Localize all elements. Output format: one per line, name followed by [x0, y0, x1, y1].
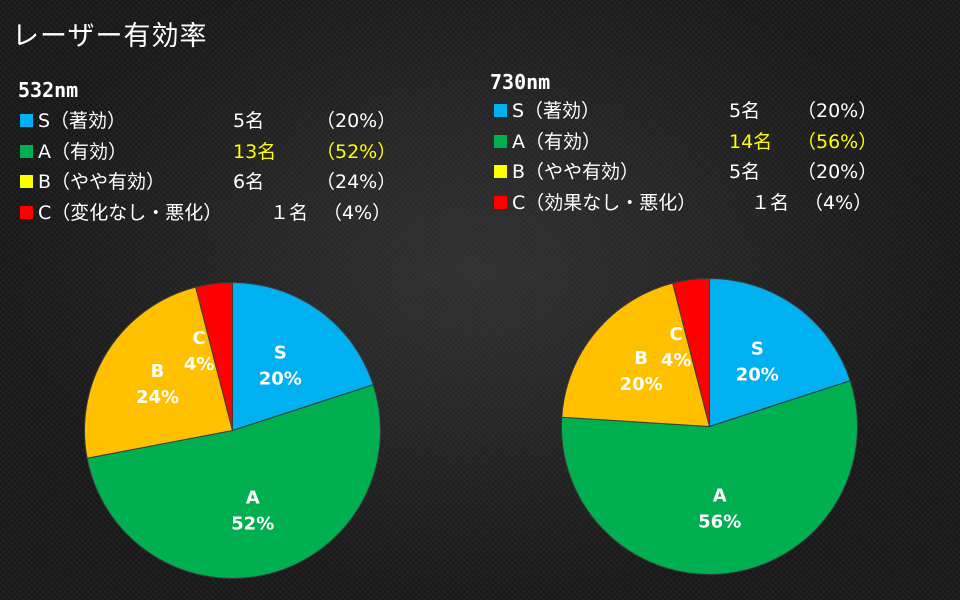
slice-percent-label: 20% [259, 369, 302, 390]
legend-count: 5名 [233, 110, 265, 132]
legend-swatch-a [494, 134, 507, 148]
legend-count: 5名 [729, 100, 761, 122]
slice-name-label: A [713, 485, 727, 506]
pie-chart-532nm: S 20% A 52% B 24% C 4% [84, 281, 381, 579]
legend-label: A（有効） [38, 140, 127, 163]
legend-item-c: C（効果なし・悪化） １名 （4%） [494, 188, 934, 219]
slice-name-label: A [246, 487, 260, 508]
slice-percent-label: 4% [184, 354, 215, 375]
slice-percent-label: 52% [231, 513, 274, 534]
pie-slice-s [709, 277, 851, 428]
pie-slice-a [561, 380, 858, 575]
legend-percent: （20%） [316, 110, 397, 132]
legend-label: C（効果なし・悪化） [512, 191, 697, 214]
slice-name-label: C [192, 328, 205, 349]
legend-item-a: A（有効） 13名 （52%） [20, 137, 460, 168]
slice-name-label: S [751, 339, 764, 360]
slice-name-label: C [669, 324, 682, 345]
legend-label: S（著効） [38, 110, 127, 132]
legend-label: S（著効） [512, 100, 601, 122]
legend-swatch-b [494, 165, 507, 178]
slice-percent-label: 20% [620, 374, 663, 395]
legend-count: 14名 [729, 130, 773, 153]
chart-panel-730nm: 730nm S（著効） 5名 （20%） A（有効） 14名 （56%） B（や… [480, 0, 960, 600]
legend-swatch-c [494, 195, 507, 209]
legend: S（著効） 5名 （20%） A（有効） 13名 （52%） B（やや有効） 6… [20, 106, 460, 228]
pie-slice-c [195, 281, 233, 431]
slice-name-label: S [274, 343, 287, 364]
legend-percent: （4%） [804, 191, 873, 214]
slice-name-label: B [151, 361, 165, 382]
legend-item-s: S（著効） 5名 （20%） [20, 106, 460, 137]
chart-title: 730nm [490, 70, 551, 94]
page-title: レーザー有効率 [12, 21, 208, 52]
legend-swatch-s [20, 114, 33, 127]
slice-percent-label: 4% [661, 350, 692, 371]
slice-name-label: B [634, 348, 648, 369]
legend-swatch-b [20, 175, 33, 188]
legend-label: B（やや有効） [38, 171, 166, 193]
pie-slice-c [672, 277, 710, 427]
legend-item-a: A（有効） 14名 （56%） [494, 127, 934, 158]
slice-percent-label: 24% [136, 387, 179, 408]
slice-percent-label: 20% [736, 365, 779, 386]
legend-item-b: B（やや有効） 5名 （20%） [494, 157, 934, 188]
legend-count: １名 [751, 191, 790, 214]
legend-percent: （52%） [316, 140, 397, 163]
pie-slice-a [86, 384, 381, 579]
legend-count: 13名 [233, 140, 277, 163]
legend: S（著効） 5名 （20%） A（有効） 14名 （56%） B（やや有効） 5… [494, 96, 934, 218]
legend-item-b: B（やや有効） 6名 （24%） [20, 167, 460, 198]
legend-item-s: S（著効） 5名 （20%） [494, 96, 934, 127]
chart-title: 532nm [18, 78, 79, 102]
legend-percent: （20%） [797, 161, 878, 183]
legend-percent: （20%） [797, 100, 878, 122]
legend-label: A（有効） [512, 130, 601, 153]
legend-count: 5名 [729, 161, 761, 183]
legend-percent: （24%） [316, 171, 397, 193]
legend-swatch-a [20, 144, 33, 158]
pie-slice-s [232, 281, 374, 432]
legend-percent: （4%） [323, 201, 392, 224]
legend-item-c: C（変化なし・悪化） １名 （4%） [20, 198, 460, 229]
legend-label: B（やや有効） [512, 161, 640, 183]
pie-slice-b [84, 286, 234, 459]
slice-percent-label: 56% [698, 511, 741, 532]
legend-swatch-s [494, 104, 507, 117]
legend-count: 6名 [233, 171, 265, 193]
legend-swatch-c [20, 205, 33, 219]
legend-percent: （56%） [797, 130, 878, 153]
pie-chart-730nm: S 20% A 56% B 20% C 4% [561, 277, 858, 575]
pie-slice-b [561, 282, 711, 428]
legend-count: １名 [270, 201, 309, 224]
legend-label: C（変化なし・悪化） [38, 201, 223, 224]
chart-panel-532nm: 532nm S（著効） 5名 （20%） A（有効） 13名 （52%） B（や… [18, 78, 460, 579]
